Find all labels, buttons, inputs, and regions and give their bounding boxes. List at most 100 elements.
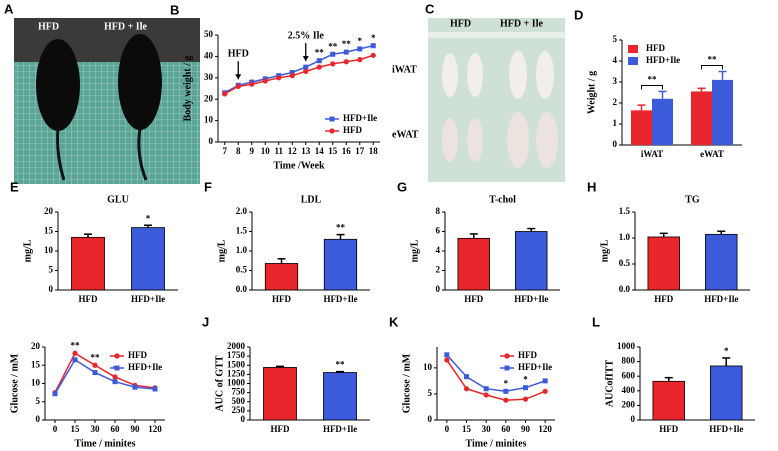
y-tick-label: 8 bbox=[436, 206, 441, 216]
x-axis-label: Time / minites bbox=[466, 438, 527, 449]
y-tick-label: 250 bbox=[232, 405, 246, 415]
y-tick-label: 0.0 bbox=[236, 284, 248, 294]
x-axis-label: Time / minites bbox=[75, 438, 136, 449]
y-tick-label: 1.5 bbox=[619, 206, 631, 216]
y-tick-label: 600 bbox=[622, 370, 636, 380]
significance: * bbox=[358, 36, 363, 46]
y-tick-label: 5 bbox=[49, 265, 54, 275]
marker bbox=[542, 388, 548, 394]
bar bbox=[71, 236, 105, 291]
marker bbox=[370, 52, 376, 58]
y-tick-label: 3 bbox=[613, 76, 618, 86]
x-tick-label: 10 bbox=[261, 146, 271, 156]
bar bbox=[652, 98, 673, 145]
marker bbox=[522, 396, 529, 402]
x-tick-label: 60 bbox=[111, 424, 121, 434]
x-tick-label: 60 bbox=[501, 424, 511, 434]
x-tick-label: 30 bbox=[91, 424, 101, 434]
y-tick-label: 1.0 bbox=[619, 232, 631, 242]
y-tick-label: 10 bbox=[423, 362, 433, 372]
y-tick-label: 0 bbox=[241, 414, 246, 424]
marker bbox=[444, 357, 450, 363]
marker bbox=[503, 397, 509, 403]
legend-label: HFD+Ile bbox=[128, 362, 162, 372]
panel-letter: H bbox=[587, 179, 596, 194]
y-tick-label: 1.5 bbox=[236, 226, 248, 236]
panel-letter: I bbox=[0, 314, 1, 329]
y-tick-label: 0 bbox=[436, 284, 441, 294]
y-tick-label: 30 bbox=[204, 72, 214, 82]
x-tick-label: HFD+Ile bbox=[709, 424, 743, 434]
panel-letter: J bbox=[202, 314, 209, 329]
y-tick-label: 15 bbox=[31, 359, 41, 369]
marker bbox=[357, 57, 363, 63]
marker bbox=[249, 81, 255, 87]
photo-a: A HFD HFD + Ile bbox=[4, 1, 200, 184]
y-tick-label: 0 bbox=[49, 284, 54, 294]
y-tick-label: 1 bbox=[613, 118, 618, 128]
photo-label: HFD + Ile bbox=[104, 21, 147, 32]
bar bbox=[515, 231, 548, 291]
line bbox=[446, 359, 546, 401]
marker bbox=[316, 64, 322, 70]
line bbox=[446, 354, 546, 393]
legend-swatch bbox=[628, 57, 638, 65]
x-tick-label: 120 bbox=[148, 424, 162, 434]
x-tick-label: 0 bbox=[445, 424, 450, 434]
marker bbox=[483, 386, 489, 392]
y-axis-label: Glucose / mM bbox=[401, 353, 412, 413]
y-tick-label: 6 bbox=[436, 226, 441, 236]
x-tick-label: HFD bbox=[79, 294, 98, 304]
y-tick-label: 1.0 bbox=[236, 245, 248, 255]
photo-label: HFD bbox=[38, 21, 59, 32]
marker bbox=[303, 64, 309, 70]
y-tick-label: 20 bbox=[204, 93, 214, 103]
legend-marker bbox=[114, 365, 120, 371]
annotation-arrowhead bbox=[302, 56, 309, 62]
chart-title: LDL bbox=[301, 194, 322, 205]
x-tick-label: 9 bbox=[250, 146, 255, 156]
y-tick-label: 800 bbox=[622, 356, 636, 366]
y-axis-label: Weight / g bbox=[586, 71, 597, 114]
y-axis-label: Body weight / g bbox=[182, 56, 193, 122]
marker bbox=[262, 78, 268, 84]
x-tick-label: HFD bbox=[659, 424, 678, 434]
significance: ** bbox=[708, 55, 718, 65]
y-tick-label: 1250 bbox=[227, 368, 246, 378]
marker bbox=[303, 68, 309, 74]
marker bbox=[289, 69, 295, 75]
marker bbox=[72, 357, 78, 363]
legend-label: HFD bbox=[518, 350, 537, 360]
x-tick-label: HFD+Ile bbox=[131, 294, 165, 304]
marker bbox=[112, 379, 118, 385]
significance: ** bbox=[336, 360, 346, 370]
panel-letter: A bbox=[4, 1, 14, 16]
marker bbox=[289, 73, 295, 79]
bar bbox=[710, 365, 743, 421]
x-tick-label: 12 bbox=[288, 146, 298, 156]
y-tick-label: 0 bbox=[613, 139, 618, 149]
marker bbox=[132, 384, 138, 390]
x-tick-label: eWAT bbox=[700, 149, 724, 159]
marker bbox=[483, 392, 489, 398]
panel-letter: F bbox=[204, 179, 212, 194]
marker bbox=[370, 43, 376, 49]
marker bbox=[542, 378, 548, 384]
y-tick-label: 2 bbox=[436, 265, 441, 275]
annotation: 2.5% Ile bbox=[288, 30, 325, 41]
legend-label: HFD bbox=[646, 43, 665, 53]
panel-letter: B bbox=[170, 2, 179, 17]
legend-swatch bbox=[628, 45, 638, 53]
annotation-arrowhead bbox=[235, 74, 242, 80]
y-tick-label: 500 bbox=[232, 396, 246, 406]
photo-label: HFD + Ile bbox=[500, 18, 543, 29]
marker bbox=[152, 386, 158, 392]
x-tick-label: 11 bbox=[274, 146, 283, 156]
significance: * bbox=[504, 378, 509, 388]
marker bbox=[464, 374, 469, 380]
y-tick-label: 0.5 bbox=[619, 258, 631, 268]
line bbox=[54, 358, 156, 395]
significance: ** bbox=[91, 352, 101, 362]
y-tick-label: 1500 bbox=[227, 359, 246, 369]
y-tick-label: 5 bbox=[36, 396, 41, 406]
